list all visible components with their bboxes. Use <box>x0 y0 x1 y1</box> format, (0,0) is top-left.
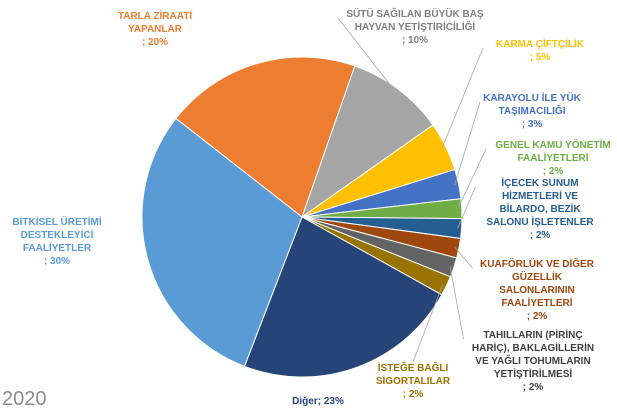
leader-line <box>454 101 481 185</box>
category-name: BİTKİSEL ÜRETİMİ DESTEKLEYİCİ FAALİYETLE… <box>12 217 102 254</box>
pie-slice <box>243 216 443 378</box>
category-name: İSTEĞE BAĞLI SİGORTALILAR <box>375 363 451 387</box>
value-label: ; 3% <box>521 119 543 130</box>
leader-line <box>337 17 397 93</box>
value-label: ; 20% <box>141 37 169 48</box>
value-label: ; 2% <box>526 311 548 322</box>
data-label: GENEL KAMU YÖNETİM FAALİYETLERİ ; 2% <box>488 139 617 178</box>
data-label: Diğer; 23% <box>258 395 378 408</box>
category-name: KARAYOLU İLE YÜK TAŞIMACILIĞI <box>483 93 581 117</box>
category-name: TARLA ZİRAATİ YAPANLAR <box>117 11 193 35</box>
data-label: TAHILLARIN (PİRİNÇ HARİÇ), BAKLAGİLLERİN… <box>466 329 601 394</box>
leader-line <box>412 284 444 363</box>
data-label: KUAFÖRLÜK VE DİĞER GÜZELLİK SALONLARININ… <box>475 258 600 323</box>
value-label: ; 23% <box>317 396 344 407</box>
data-label: BİTKİSEL ÜRETİMİ DESTEKLEYİCİ FAALİYETLE… <box>2 216 112 268</box>
data-label: SÜTÜ SAĞILAN BÜYÜK BAŞ HAYVAN YETİŞTİRİC… <box>340 8 490 47</box>
leader-line <box>441 47 484 149</box>
leader-line <box>457 148 487 210</box>
value-label: ; 2% <box>542 166 564 177</box>
data-label: KARMA ÇİFTÇİLİK ; 5% <box>485 38 595 64</box>
data-label: İSTEĞE BAĞLI SİGORTALILAR ; 2% <box>373 362 453 401</box>
value-label: ; 2% <box>529 230 551 241</box>
pie-slice <box>301 65 434 219</box>
value-label: ; 5% <box>529 52 551 63</box>
category-name: GENEL KAMU YÖNETİM FAALİYETLERİ <box>495 140 611 164</box>
value-label: ; 2% <box>522 382 544 393</box>
leader-line <box>457 186 476 229</box>
pie-slice <box>175 56 356 218</box>
value-label: ; 2% <box>402 389 424 400</box>
category-name: İÇECEK SUNUM HİZMETLERİ VE BİLARDO, BEZİ… <box>486 178 594 228</box>
data-label: KARAYOLU İLE YÜK TAŞIMACILIĞI ; 3% <box>482 92 582 131</box>
year-text: 2020 <box>2 388 47 410</box>
category-name: KARMA ÇİFTÇİLİK <box>496 39 584 50</box>
data-label: İÇECEK SUNUM HİZMETLERİ VE BİLARDO, BEZİ… <box>478 177 603 242</box>
value-label: ; 10% <box>401 35 429 46</box>
leader-line <box>454 247 473 269</box>
data-label: TARLA ZİRAATİ YAPANLAR ; 20% <box>93 10 218 49</box>
category-name: KUAFÖRLÜK VE DİĞER GÜZELLİK SALONLARININ… <box>480 259 594 309</box>
value-label: ; 30% <box>43 256 71 267</box>
leader-line <box>449 266 464 340</box>
category-name: TAHILLARIN (PİRİNÇ HARİÇ), BAKLAGİLLERİN… <box>471 330 595 380</box>
pie-slice <box>141 117 303 367</box>
category-name: Diğer <box>292 396 318 407</box>
category-name: SÜTÜ SAĞILAN BÜYÜK BAŞ HAYVAN YETİŞTİRİC… <box>346 9 484 33</box>
